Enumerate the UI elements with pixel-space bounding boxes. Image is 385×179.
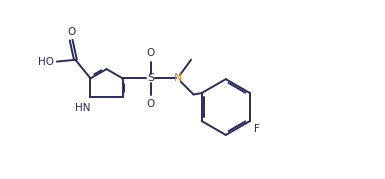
Text: HN: HN (75, 103, 90, 113)
Text: S: S (147, 73, 154, 83)
Text: N: N (174, 73, 183, 83)
Text: F: F (254, 124, 260, 134)
Text: O: O (147, 99, 155, 109)
Text: O: O (68, 26, 76, 37)
Text: HO: HO (38, 57, 54, 67)
Text: O: O (147, 48, 155, 58)
